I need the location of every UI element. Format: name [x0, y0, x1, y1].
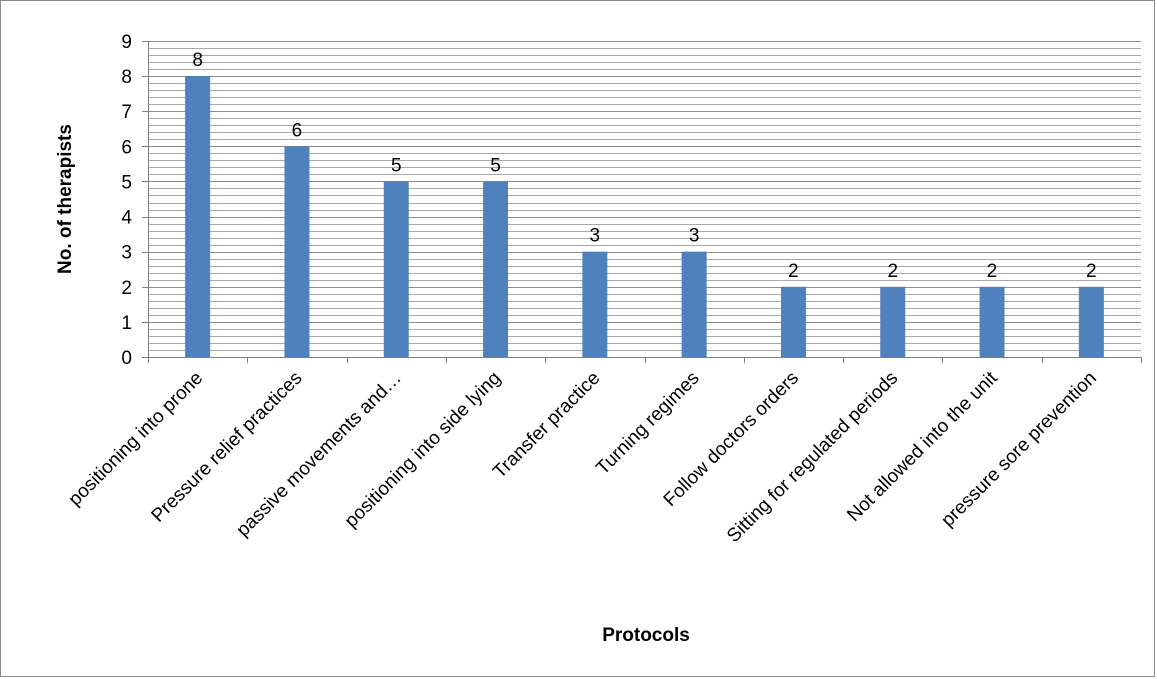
bar [185, 76, 211, 357]
y-tick-label: 8 [121, 67, 132, 88]
data-label: 2 [788, 261, 799, 282]
data-label: 2 [887, 261, 898, 282]
bars [185, 76, 1104, 357]
bar [681, 251, 707, 357]
data-label: 2 [1086, 261, 1097, 282]
y-tick-label: 0 [121, 348, 132, 369]
data-label: 6 [292, 120, 303, 141]
gridlines [148, 41, 1141, 358]
data-label: 2 [987, 261, 998, 282]
bar [383, 181, 409, 357]
y-tick-label: 2 [121, 278, 132, 299]
axes [148, 41, 1141, 358]
y-tick-label: 6 [121, 137, 132, 158]
category-label: Turning regimes [592, 368, 703, 479]
y-tick-label: 5 [121, 172, 132, 193]
bar [483, 181, 509, 357]
y-tick-label: 4 [121, 208, 132, 229]
y-axis-title: No. of therapists [55, 124, 76, 274]
bar [880, 286, 906, 357]
data-label: 3 [590, 226, 601, 247]
bar [284, 146, 310, 357]
bar [582, 251, 608, 357]
y-tick-label: 1 [121, 313, 132, 334]
bar [780, 286, 806, 357]
data-label: 8 [192, 50, 203, 71]
data-label: 5 [391, 155, 402, 176]
category-label: passive movements and… [233, 368, 406, 541]
y-tick-label: 9 [121, 32, 132, 53]
x-axis-title: Protocols [602, 625, 690, 646]
y-tick-label: 7 [121, 102, 132, 123]
bar [1078, 286, 1104, 357]
data-label: 3 [689, 226, 700, 247]
data-labels: 8 6 5 5 3 3 2 2 2 2 [192, 50, 1096, 282]
category-label: Transfer practice [489, 368, 604, 483]
data-label: 5 [490, 155, 501, 176]
category-label: Sitting for regulated periods [723, 368, 902, 547]
y-tick-label: 3 [121, 243, 132, 264]
y-tick-labels: 0 1 2 3 4 5 6 7 8 9 [121, 32, 1142, 369]
bar [979, 286, 1005, 357]
